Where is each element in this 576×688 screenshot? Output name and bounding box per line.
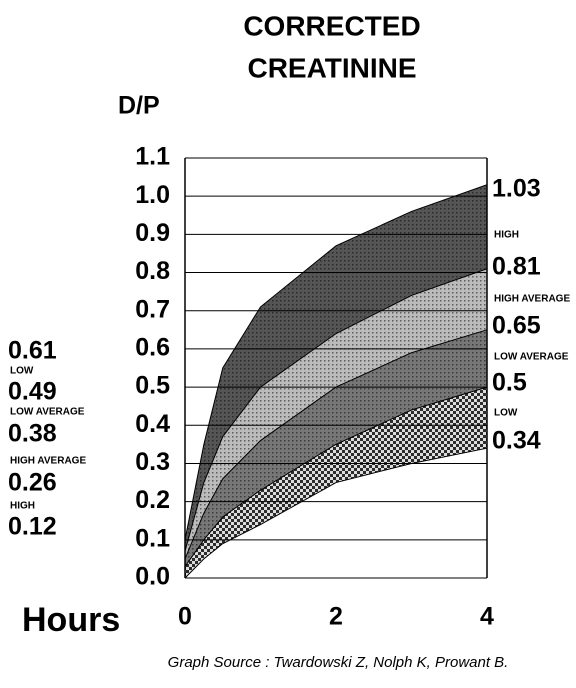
boundary-line xyxy=(184,184,488,540)
band-texture xyxy=(185,184,487,552)
band-label: HIGH AVERAGE xyxy=(494,294,570,305)
y-tick-label: 0.1 xyxy=(135,524,170,552)
band-label: LOW AVERAGE xyxy=(494,352,569,363)
left-band-label: LOW AVERAGE xyxy=(10,407,85,418)
x-tick-label: 2 xyxy=(329,603,343,631)
end-value-label: 0.81 xyxy=(492,253,541,281)
left-value-label: 0.12 xyxy=(8,513,57,541)
left-value-label: 0.38 xyxy=(8,420,57,448)
end-value-label: 1.03 xyxy=(492,175,541,203)
chart-title: CREATININE xyxy=(247,52,416,83)
y-tick-label: 0.7 xyxy=(135,295,170,323)
x-tick-label: 0 xyxy=(178,603,192,631)
x-tick-label: 4 xyxy=(480,603,494,631)
y-tick-label: 0.9 xyxy=(135,219,170,247)
band-label: HIGH xyxy=(494,230,519,241)
y-tick-label: 0.5 xyxy=(135,372,170,400)
end-value-label: 0.5 xyxy=(492,369,527,397)
left-value-label: 0.49 xyxy=(8,378,57,406)
left-value-label: 0.26 xyxy=(8,469,57,497)
left-band-label: HIGH AVERAGE xyxy=(10,456,86,467)
y-tick-label: 1.1 xyxy=(135,143,170,171)
y-tick-label: 0.6 xyxy=(135,334,170,362)
x-axis-label: Hours xyxy=(22,601,120,639)
y-tick-label: 0.8 xyxy=(135,257,170,285)
left-band-label: LOW xyxy=(10,366,34,377)
band-label: LOW xyxy=(494,408,518,419)
band-texture xyxy=(185,329,487,567)
end-value-label: 0.34 xyxy=(492,427,541,455)
boundary-line xyxy=(184,329,488,560)
y-tick-label: 0.2 xyxy=(135,486,170,514)
source: Graph Source : Twardowski Z, Nolph K, Pr… xyxy=(168,654,509,671)
left-value-label: 0.61 xyxy=(8,337,57,365)
left-band-label: HIGH xyxy=(10,501,35,512)
chart-title: CORRECTED xyxy=(243,10,420,41)
y-tick-label: 1.0 xyxy=(135,181,170,209)
y-tick-label: 0.0 xyxy=(135,563,170,591)
y-tick-label: 0.4 xyxy=(135,410,170,438)
end-value-label: 0.65 xyxy=(492,312,541,340)
y-tick-label: 0.3 xyxy=(135,448,170,476)
y-axis-label: D/P xyxy=(118,92,160,120)
band-texture xyxy=(185,387,487,578)
band-texture xyxy=(185,268,487,559)
